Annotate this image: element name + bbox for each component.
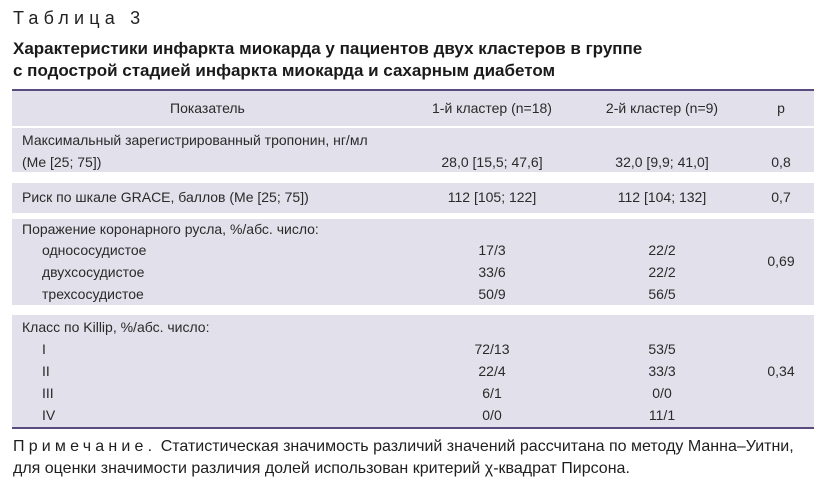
cluster1-value: 50/9 [478, 286, 506, 302]
cluster1-value: 6/1 [482, 385, 502, 401]
cluster1-value: 28,0 [15,5; 47,6] [441, 154, 543, 170]
p-value: 0,8 [771, 154, 791, 170]
cluster2-value: 0/0 [652, 385, 672, 401]
table-row-grace: Риск по шкале GRACE, баллов (Me [25; 75]… [12, 183, 814, 213]
cluster2-value: 53/5 [648, 341, 676, 357]
row-label: Риск по шкале GRACE, баллов (Me [25; 75]… [22, 189, 309, 205]
header-p: p [777, 100, 785, 116]
table-title-line: Характеристики инфаркта миокарда у пацие… [13, 39, 643, 58]
cluster2-value: 56/5 [648, 286, 676, 302]
header-cluster1: 1-й кластер (n=18) [432, 100, 552, 116]
footnote-lead: Примечание. [13, 438, 157, 455]
table-row-coronary: Поражение коронарного русла, %/абс. числ… [12, 219, 814, 305]
cluster1-value: 72/13 [474, 341, 510, 357]
cluster2-value: 11/1 [648, 407, 676, 423]
cluster1-value: 33/6 [478, 264, 506, 280]
p-value: 0,7 [771, 189, 791, 205]
subrow-label: III [42, 385, 54, 401]
footnote-text: Статистическая значимость различий значе… [13, 438, 794, 477]
cluster1-value: 112 [105; 122] [447, 189, 537, 205]
cluster1-value: 22/4 [478, 363, 506, 379]
header-cluster2: 2-й кластер (n=9) [605, 100, 719, 116]
table-footnote: Примечание. Статистическая значимость ра… [13, 436, 823, 480]
table-title: Характеристики инфаркта миокарда у пацие… [13, 38, 813, 82]
p-value: 0,69 [767, 253, 795, 269]
cluster1-value: 0/0 [482, 407, 502, 423]
cluster1-value: 17/3 [478, 242, 506, 258]
table-title-line: с подострой стадией инфаркта миокарда и … [13, 61, 556, 80]
cluster2-value: 32,0 [9,9; 41,0] [615, 154, 709, 170]
table-header-row: Показатель 1-й кластер (n=18) 2-й класте… [12, 91, 814, 126]
subrow-label: IV [42, 407, 56, 423]
p-value: 0,34 [767, 363, 795, 379]
row-label: Класс по Killip, %/абс. число: [22, 319, 210, 335]
table-row-troponin: Максимальный зарегистрированный тропонин… [12, 128, 814, 172]
cluster2-value: 112 [104; 132] [617, 189, 707, 205]
cluster2-value: 33/3 [648, 363, 676, 379]
row-label: Максимальный зарегистрированный тропонин… [22, 132, 368, 148]
subrow-label: I [42, 341, 46, 357]
cluster2-value: 22/2 [648, 264, 676, 280]
table-caption: Таблица 3 [13, 8, 146, 28]
subrow-label: двухсосудистое [42, 264, 145, 280]
row-label: (Me [25; 75]) [22, 154, 102, 170]
row-label: Поражение коронарного русла, %/абс. числ… [22, 221, 319, 237]
subrow-label: трехсосудистое [42, 286, 144, 302]
cluster2-value: 22/2 [648, 242, 676, 258]
subrow-label: II [42, 363, 50, 379]
data-table: Показатель 1-й кластер (n=18) 2-й класте… [12, 89, 814, 429]
header-indicator: Показатель [170, 100, 245, 116]
table-row-killip: Класс по Killip, %/абс. число: I 72/13 5… [12, 315, 814, 427]
subrow-label: однососудистое [42, 242, 147, 258]
